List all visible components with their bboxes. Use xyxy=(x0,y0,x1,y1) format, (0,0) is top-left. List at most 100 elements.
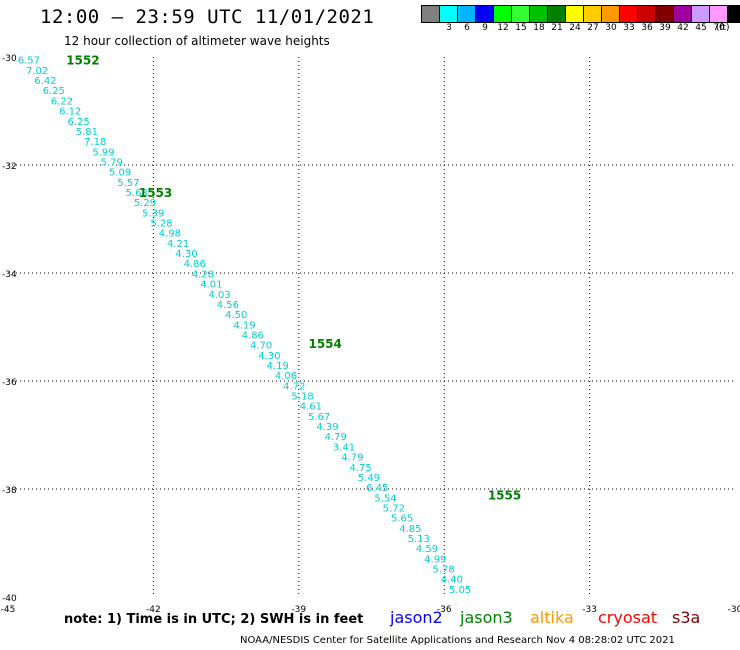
wave-height-value: 5.65 xyxy=(391,514,413,525)
wave-height-value: 5.28 xyxy=(150,219,172,230)
legend-swatch xyxy=(566,6,584,22)
lon-tick-label: -42 xyxy=(146,605,161,615)
wave-height-value: 4.75 xyxy=(350,463,372,474)
wave-height-value: 5.54 xyxy=(374,493,396,504)
wave-height-value: 5.13 xyxy=(408,534,430,545)
wave-height-value: 4.79 xyxy=(325,432,347,443)
wave-height-value: 5.67 xyxy=(308,412,330,423)
satellite-label: jason3 xyxy=(460,608,513,627)
legend-swatch xyxy=(440,6,458,22)
legend-swatch xyxy=(710,6,728,22)
wave-height-value: 4.98 xyxy=(159,229,181,240)
legend-swatch xyxy=(728,6,740,22)
pass-number-label: 1554 xyxy=(308,337,341,351)
wave-height-value: 4.86 xyxy=(242,330,264,341)
legend-label: 18 xyxy=(533,23,545,33)
wave-height-value: 5.57 xyxy=(117,178,139,189)
legend-swatch xyxy=(512,6,530,22)
legend-label: 6 xyxy=(464,23,470,33)
lon-tick-label: -36 xyxy=(437,605,452,615)
wave-height-value: 4.61 xyxy=(300,402,322,413)
legend-swatch xyxy=(494,6,512,22)
legend-label: 30 xyxy=(605,23,617,33)
wave-height-value: 5.78 xyxy=(432,565,454,576)
lon-tick-label: -39 xyxy=(291,605,306,615)
legend-swatch xyxy=(620,6,638,22)
legend-label: 21 xyxy=(551,23,563,33)
wave-height-value: 4.79 xyxy=(341,453,363,464)
wave-height-value: 4.70 xyxy=(250,341,272,352)
legend-label: 15 xyxy=(515,23,527,33)
wave-height-value: 5.68 xyxy=(126,188,148,199)
wave-height-value: 4.01 xyxy=(200,280,222,291)
legend-swatch xyxy=(548,6,566,22)
lon-tick-label: -45 xyxy=(1,605,16,615)
wave-height-value: 5.81 xyxy=(76,127,98,138)
legend-swatch xyxy=(584,6,602,22)
wave-height-value: 4.21 xyxy=(167,239,189,250)
lon-tick-label: -33 xyxy=(582,605,597,615)
wave-height-value: 4.03 xyxy=(208,290,230,301)
legend-label: 24 xyxy=(569,23,581,33)
legend-swatch xyxy=(602,6,620,22)
wave-height-value: 4.30 xyxy=(175,249,197,260)
legend-label: 70 xyxy=(713,23,725,33)
legend-swatch xyxy=(674,6,692,22)
wave-height-value: 4.28 xyxy=(192,269,214,280)
wave-height-value: 6.25 xyxy=(67,117,89,128)
pass-number-label: 1552 xyxy=(66,54,99,68)
legend-label: 3 xyxy=(446,23,452,33)
pass-number-label: 1553 xyxy=(139,186,172,200)
legend-swatch xyxy=(476,6,494,22)
wave-height-value: 4.59 xyxy=(416,544,438,555)
footer-note: note: 1) Time is in UTC; 2) SWH is in fe… xyxy=(64,612,364,627)
legend-label: 27 xyxy=(587,23,599,33)
wave-height-value: 4.39 xyxy=(316,422,338,433)
wave-height-value: 5.49 xyxy=(358,473,380,484)
legend-label: 33 xyxy=(623,23,635,33)
legend-swatch xyxy=(530,6,548,22)
legend-label: 42 xyxy=(677,23,689,33)
wave-height-value: 4.85 xyxy=(399,524,421,535)
wave-height-value: 6.42 xyxy=(34,76,56,87)
credit-line: NOAA/NESDIS Center for Satellite Applica… xyxy=(240,635,675,646)
lon-tick-label: -30 xyxy=(728,605,740,615)
lat-tick-label: -34 xyxy=(2,270,17,280)
lat-tick-label: -30 xyxy=(2,54,17,64)
legend-swatch xyxy=(638,6,656,22)
satellite-label: cryosat xyxy=(598,608,658,627)
wave-height-value: 4.99 xyxy=(424,554,446,565)
wave-height-value: 5.39 xyxy=(142,208,164,219)
wave-height-value: 5.29 xyxy=(134,198,156,209)
wave-height-value: 4.40 xyxy=(441,575,463,586)
satellite-label: s3a xyxy=(672,608,701,627)
lat-tick-label: -32 xyxy=(2,162,17,172)
legend-swatch xyxy=(656,6,674,22)
legend-label: 36 xyxy=(641,23,653,33)
legend-unit: (ft) xyxy=(716,23,730,33)
pass-number-label: 1555 xyxy=(488,488,521,502)
legend-label: 45 xyxy=(695,23,707,33)
wave-height-value: 5.09 xyxy=(109,168,131,179)
lat-tick-label: -40 xyxy=(2,594,17,604)
wave-height-value: 3.41 xyxy=(333,442,355,453)
wave-height-value: 5.05 xyxy=(449,585,471,596)
wave-height-value: 4.19 xyxy=(233,320,255,331)
wave-height-value: 5.99 xyxy=(92,147,114,158)
legend-swatch xyxy=(422,6,440,22)
wave-height-value: 5.79 xyxy=(101,157,123,168)
wave-height-value: 7.18 xyxy=(84,137,106,148)
wave-height-value: 4.86 xyxy=(184,259,206,270)
wave-height-value: 5.18 xyxy=(291,392,313,403)
wave-height-value: 6.45 xyxy=(366,483,388,494)
wave-height-value: 4.56 xyxy=(217,300,239,311)
legend-swatch xyxy=(692,6,710,22)
lat-tick-label: -36 xyxy=(2,378,17,388)
wave-height-value: 4.50 xyxy=(225,310,247,321)
wave-height-value: 6.12 xyxy=(59,107,81,118)
satellite-label: altika xyxy=(530,608,574,627)
legend-swatch xyxy=(458,6,476,22)
wave-height-value: 6.57 xyxy=(18,56,40,67)
wave-height-value: 5.72 xyxy=(383,503,405,514)
